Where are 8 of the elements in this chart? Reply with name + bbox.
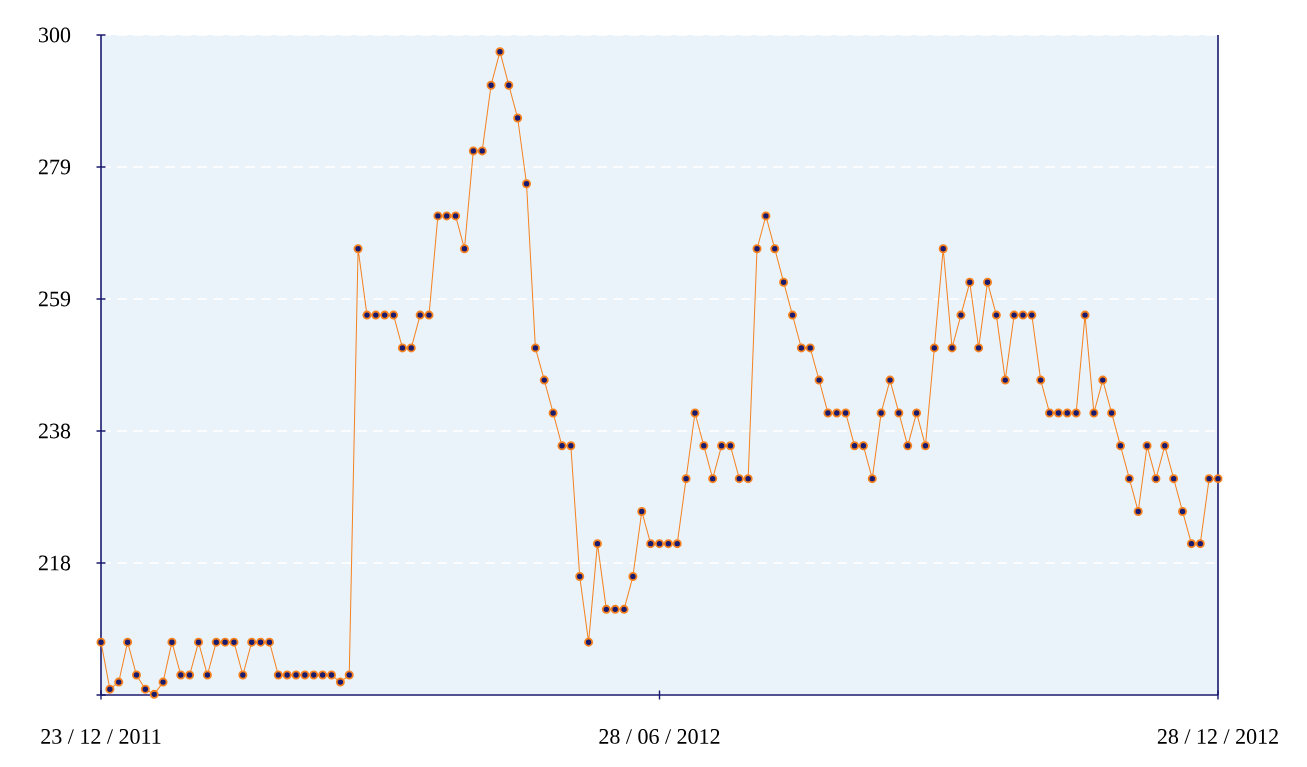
y-tick-label: 238 (38, 423, 71, 439)
x-tick-label: 28 / 06 / 2012 (599, 729, 720, 744)
y-tick-label: 218 (38, 555, 71, 571)
y-tick-label: 300 (39, 27, 71, 43)
y-tick-label: 259 (38, 291, 71, 307)
y-tick-label: 279 (38, 159, 71, 175)
x-tick-label: 28 / 12 / 2012 (1157, 729, 1278, 744)
x-tick-label: 23 / 12 / 2011 (41, 729, 161, 744)
